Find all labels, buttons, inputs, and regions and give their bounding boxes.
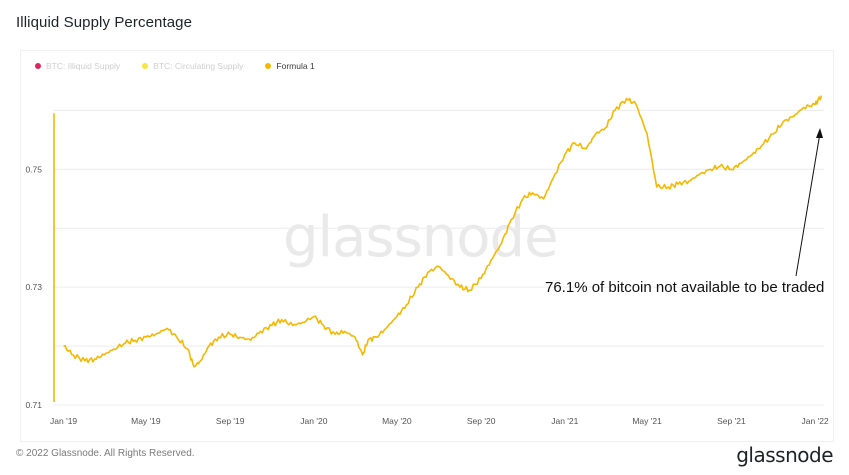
x-tick-label: Jan '20 xyxy=(300,416,327,426)
x-tick-label: May '20 xyxy=(382,416,412,426)
annotation-arrow xyxy=(795,132,821,277)
x-tick-label: Jan '21 xyxy=(551,416,578,426)
y-tick-label: 0.71 xyxy=(25,400,42,410)
brand-logo[interactable]: glassnode xyxy=(736,443,833,467)
legend-item-illiquid-supply[interactable]: BTC: Illiquid Supply xyxy=(35,61,120,71)
x-tick-label: Sep '21 xyxy=(717,416,746,426)
grid-lines xyxy=(54,109,824,406)
legend-label: BTC: Circulating Supply xyxy=(153,61,244,71)
legend-dot-icon xyxy=(35,63,41,69)
x-tick-label: May '19 xyxy=(131,416,161,426)
copyright-footer: © 2022 Glassnode. All Rights Reserved. xyxy=(16,448,195,459)
legend-item-formula-1[interactable]: Formula 1 xyxy=(265,61,315,71)
x-axis: Jan '19 May '19 Sep '19 Jan '20 May '20 Sep '… xyxy=(50,416,829,426)
y-tick-label: 0.73 xyxy=(25,282,42,292)
x-tick-label: May '21 xyxy=(632,416,662,426)
series-line-formula-1 xyxy=(63,95,823,368)
chart-title: Illiquid Supply Percentage xyxy=(16,14,193,31)
legend-label: BTC: Illiquid Supply xyxy=(46,61,121,71)
x-tick-label: Jan '22 xyxy=(802,416,829,426)
x-tick-label: Jan '19 xyxy=(50,416,77,426)
chart-panel xyxy=(20,50,834,442)
legend-label: Formula 1 xyxy=(276,61,315,71)
legend-item-circulating-supply[interactable]: BTC: Circulating Supply xyxy=(142,61,243,71)
y-tick-label: 0.75 xyxy=(25,164,42,174)
x-tick-label: Sep '19 xyxy=(216,416,245,426)
legend-dot-icon xyxy=(265,63,272,69)
y-axis: 0.71 0.73 0.75 xyxy=(25,164,42,410)
series-lines xyxy=(53,95,823,403)
legend: BTC: Illiquid Supply BTC: Circulating Su… xyxy=(35,61,315,71)
x-tick-label: Sep '20 xyxy=(467,416,496,426)
annotation-text: 76.1% of bitcoin not available to be tra… xyxy=(545,279,825,296)
legend-dot-icon xyxy=(142,63,149,69)
annotation-arrow-group xyxy=(795,128,823,277)
annotation-arrow-head xyxy=(816,128,823,138)
